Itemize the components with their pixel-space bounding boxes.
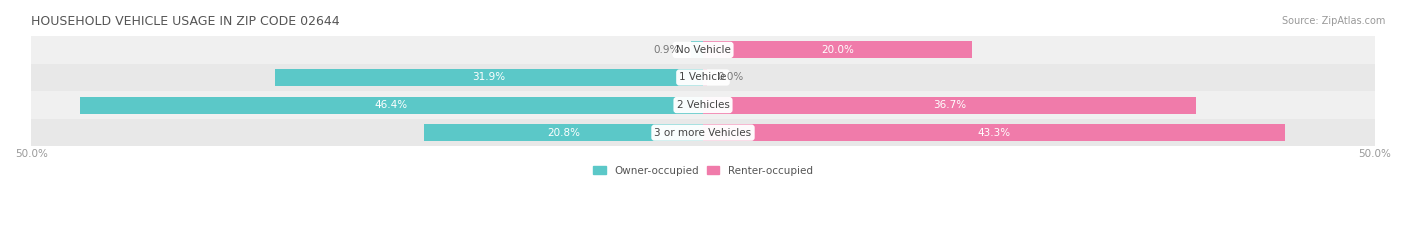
Text: 0.9%: 0.9% — [654, 45, 681, 55]
Text: 0.0%: 0.0% — [718, 72, 744, 82]
Bar — [274, 69, 703, 86]
Text: 3 or more Vehicles: 3 or more Vehicles — [654, 128, 752, 138]
Bar — [703, 69, 707, 86]
Bar — [703, 41, 972, 58]
Bar — [80, 96, 703, 114]
Bar — [31, 91, 1375, 119]
Text: 36.7%: 36.7% — [934, 100, 966, 110]
Text: 2 Vehicles: 2 Vehicles — [676, 100, 730, 110]
Text: Source: ZipAtlas.com: Source: ZipAtlas.com — [1281, 16, 1385, 26]
Bar — [31, 64, 1375, 91]
Text: 20.0%: 20.0% — [821, 45, 853, 55]
Bar — [31, 36, 1375, 64]
Bar — [703, 124, 1285, 141]
Bar — [690, 41, 703, 58]
Bar — [31, 119, 1375, 146]
Text: 43.3%: 43.3% — [977, 128, 1011, 138]
Text: 1 Vehicle: 1 Vehicle — [679, 72, 727, 82]
Text: No Vehicle: No Vehicle — [675, 45, 731, 55]
Text: HOUSEHOLD VEHICLE USAGE IN ZIP CODE 02644: HOUSEHOLD VEHICLE USAGE IN ZIP CODE 0264… — [31, 15, 340, 28]
Bar — [423, 124, 703, 141]
Bar — [703, 96, 1197, 114]
Text: 46.4%: 46.4% — [375, 100, 408, 110]
Text: 20.8%: 20.8% — [547, 128, 579, 138]
Text: 31.9%: 31.9% — [472, 72, 505, 82]
Legend: Owner-occupied, Renter-occupied: Owner-occupied, Renter-occupied — [589, 161, 817, 180]
